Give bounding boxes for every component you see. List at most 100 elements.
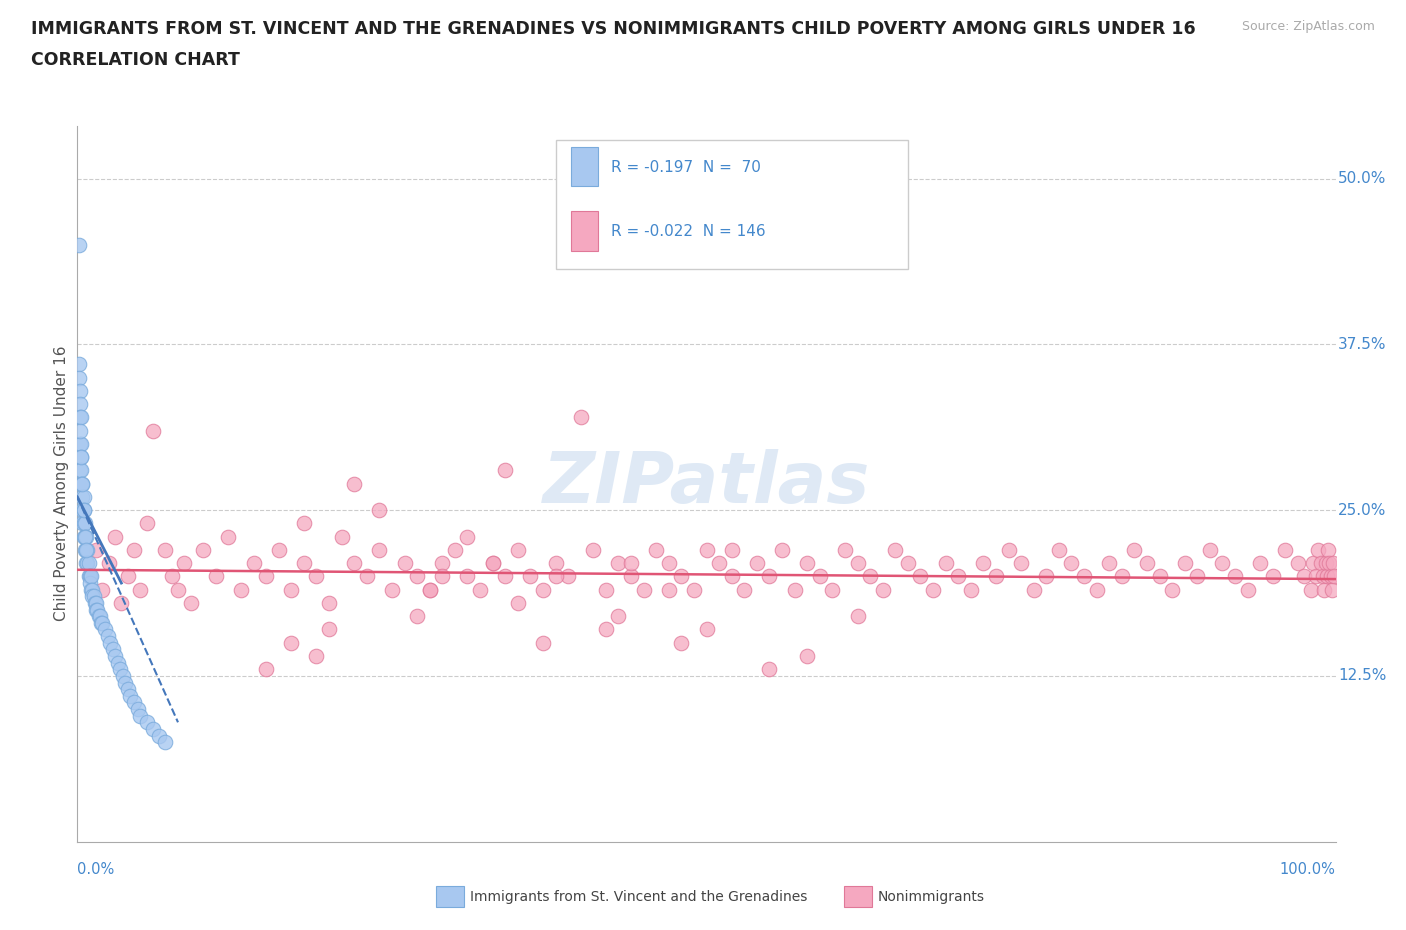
Point [519, 569, 541, 584]
Point [69, 463, 91, 478]
Point [67, 357, 90, 372]
Point [122, 542, 145, 557]
Point [117, 682, 139, 697]
Point [1302, 556, 1324, 571]
Point [394, 556, 416, 571]
Point [229, 582, 252, 597]
Point [76, 542, 98, 557]
Point [69, 396, 91, 411]
Point [658, 582, 681, 597]
Point [127, 701, 149, 716]
Point [72, 476, 94, 491]
Point [70, 476, 93, 491]
Point [84, 595, 107, 610]
Point [86, 602, 108, 617]
Point [330, 529, 353, 544]
Point [267, 542, 290, 557]
Point [582, 542, 605, 557]
Point [69, 410, 91, 425]
Point [683, 582, 706, 597]
Point [180, 595, 202, 610]
Point [1306, 542, 1329, 557]
Point [96, 629, 118, 644]
Text: Nonimmigrants: Nonimmigrants [877, 889, 984, 904]
Point [595, 622, 617, 637]
Point [148, 728, 170, 743]
Point [83, 589, 105, 604]
Point [419, 582, 441, 597]
Point [1274, 542, 1296, 557]
Point [671, 569, 693, 584]
Text: 100.0%: 100.0% [1279, 862, 1336, 877]
Point [72, 489, 94, 504]
Point [720, 569, 742, 584]
Bar [571, 147, 599, 186]
Point [1211, 556, 1233, 571]
Point [456, 569, 478, 584]
Point [1098, 556, 1121, 571]
Point [70, 449, 93, 464]
Point [318, 595, 340, 610]
Point [506, 595, 529, 610]
Point [758, 569, 780, 584]
Point [142, 423, 165, 438]
Point [1312, 569, 1334, 584]
Point [633, 582, 655, 597]
Point [406, 609, 429, 624]
Point [104, 648, 127, 663]
Y-axis label: Child Poverty Among Girls Under 16: Child Poverty Among Girls Under 16 [53, 346, 69, 621]
Point [758, 662, 780, 677]
Point [72, 503, 94, 518]
Point [1073, 569, 1095, 584]
Point [935, 556, 957, 571]
Point [922, 582, 945, 597]
Point [1313, 582, 1336, 597]
Point [89, 609, 111, 624]
Point [204, 569, 226, 584]
Point [419, 582, 441, 597]
Point [110, 595, 132, 610]
Text: Source: ZipAtlas.com: Source: ZipAtlas.com [1241, 20, 1375, 33]
Point [796, 648, 818, 663]
Point [343, 556, 366, 571]
Point [305, 569, 328, 584]
Text: 25.0%: 25.0% [1339, 502, 1386, 518]
Point [1309, 556, 1331, 571]
Point [658, 556, 681, 571]
Point [1223, 569, 1246, 584]
Point [972, 556, 994, 571]
Point [76, 556, 98, 571]
Text: ZIPatlas: ZIPatlas [543, 449, 870, 518]
Point [75, 529, 97, 544]
Point [1261, 569, 1284, 584]
Text: 50.0%: 50.0% [1339, 171, 1386, 186]
Point [544, 569, 567, 584]
Point [242, 556, 264, 571]
Point [1305, 569, 1327, 584]
Point [671, 635, 693, 650]
Point [1149, 569, 1171, 584]
Point [1319, 569, 1341, 584]
Point [142, 722, 165, 737]
Point [72, 503, 94, 518]
Point [1317, 542, 1340, 557]
Point [1174, 556, 1197, 571]
Point [70, 449, 93, 464]
Text: IMMIGRANTS FROM ST. VINCENT AND THE GRENADINES VS NONIMMIGRANTS CHILD POVERTY AM: IMMIGRANTS FROM ST. VINCENT AND THE GREN… [31, 20, 1195, 38]
Point [318, 622, 340, 637]
Point [770, 542, 793, 557]
Point [111, 669, 134, 684]
Text: CORRELATION CHART: CORRELATION CHART [31, 51, 240, 69]
Point [910, 569, 932, 584]
Point [84, 542, 107, 557]
Point [72, 516, 94, 531]
Point [531, 635, 554, 650]
Point [343, 476, 366, 491]
Point [1299, 582, 1322, 597]
Point [70, 410, 93, 425]
Point [1085, 582, 1108, 597]
Point [1047, 542, 1070, 557]
Point [645, 542, 668, 557]
Point [70, 463, 93, 478]
Point [79, 576, 101, 591]
